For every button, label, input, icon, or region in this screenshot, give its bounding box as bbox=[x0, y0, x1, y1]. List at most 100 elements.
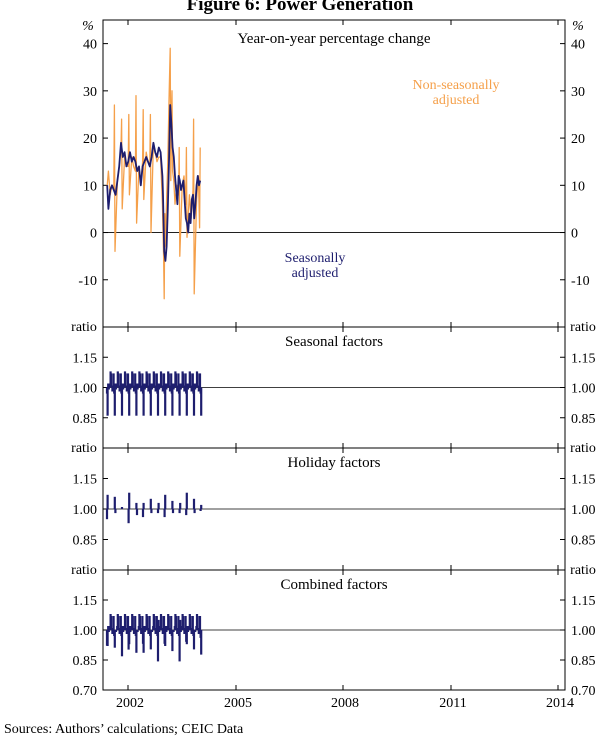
y-tick-label-left: 10 bbox=[83, 179, 97, 194]
y-tick-label-left: 1.00 bbox=[73, 624, 98, 639]
y-tick-label-right: -10 bbox=[571, 274, 590, 289]
factor-bar bbox=[128, 626, 131, 630]
factor-bar bbox=[189, 385, 193, 388]
factor-bar bbox=[121, 626, 124, 630]
factor-bar bbox=[142, 387, 145, 416]
panel-yoy-change: Year-on-year percentage change% % 40 40 30 30… bbox=[78, 19, 590, 300]
factor-bar bbox=[161, 385, 164, 388]
factor-bar bbox=[171, 630, 174, 652]
factor-bar bbox=[141, 509, 145, 518]
factor-bar bbox=[157, 383, 160, 388]
factor-bar bbox=[146, 616, 149, 630]
annotation-sa: adjusted bbox=[292, 266, 339, 281]
factor-bar bbox=[200, 504, 203, 509]
factor-bar bbox=[176, 630, 179, 634]
panel-title: Combined factors bbox=[280, 577, 387, 593]
factor-bar bbox=[178, 630, 181, 662]
factor-bar bbox=[111, 630, 114, 634]
factor-bar bbox=[141, 616, 144, 630]
factor-bar bbox=[107, 630, 110, 632]
y-tick-label-right: 1.00 bbox=[571, 503, 596, 518]
y-tick-label-left: -10 bbox=[78, 274, 97, 289]
factor-bar bbox=[117, 373, 120, 388]
factor-bar bbox=[185, 630, 188, 645]
factor-bar bbox=[110, 616, 113, 630]
annotation-nsa: Non-seasonally bbox=[412, 78, 499, 93]
factor-bar bbox=[125, 387, 128, 392]
y-tick-label-left: 1.15 bbox=[73, 351, 98, 366]
factor-bar bbox=[156, 509, 160, 514]
y-tick-label-left: 0 bbox=[90, 227, 97, 242]
factor-bar bbox=[135, 502, 138, 509]
factor-bar bbox=[160, 373, 163, 388]
factor-bar bbox=[186, 626, 189, 630]
factor-bar bbox=[120, 387, 124, 416]
factor-bar bbox=[110, 628, 113, 630]
factor-bar bbox=[185, 492, 188, 509]
factor-bar bbox=[170, 616, 173, 630]
factor-bar bbox=[113, 630, 116, 648]
factor-bar bbox=[149, 630, 152, 650]
factor-bar bbox=[117, 628, 121, 630]
factor-bar bbox=[174, 373, 178, 388]
factor-bar bbox=[196, 373, 199, 388]
factor-bar bbox=[129, 630, 132, 632]
factor-bar bbox=[198, 373, 202, 388]
factor-bar bbox=[189, 628, 193, 630]
factor-bar bbox=[119, 373, 122, 388]
factor-bar bbox=[193, 509, 196, 514]
factor-bar bbox=[135, 630, 138, 653]
factor-bar bbox=[193, 383, 196, 388]
factor-bar bbox=[131, 373, 134, 388]
factor-bar bbox=[197, 630, 200, 634]
factor-bar bbox=[136, 387, 139, 390]
factor-bar bbox=[153, 616, 156, 630]
x-tick-label: 2014 bbox=[546, 696, 574, 711]
factor-bar bbox=[110, 373, 113, 388]
factor-bar bbox=[148, 616, 151, 630]
y-tick-label-right: 1.15 bbox=[571, 351, 596, 366]
y-tick-label-right: 1.00 bbox=[571, 624, 596, 639]
factor-bar bbox=[147, 387, 150, 392]
factor-bar bbox=[186, 383, 189, 388]
factor-bar bbox=[134, 616, 137, 630]
y-tick-label-right: 1.15 bbox=[571, 594, 596, 609]
factor-bar bbox=[120, 630, 124, 657]
figure-svg: Year-on-year percentage change% % 40 40 30 30… bbox=[71, 19, 596, 711]
y-tick-label-left: 1.00 bbox=[73, 382, 98, 397]
factor-bar bbox=[182, 628, 185, 630]
x-tick-label: 2005 bbox=[224, 696, 252, 711]
factor-bar bbox=[194, 630, 197, 632]
factor-bar bbox=[156, 630, 160, 662]
factor-bar bbox=[107, 626, 110, 630]
factor-bar bbox=[167, 373, 170, 388]
factor-bar bbox=[140, 630, 143, 634]
factor-bar bbox=[114, 387, 118, 390]
factor-bar bbox=[106, 387, 109, 416]
y-tick-label-right: 30 bbox=[571, 85, 585, 100]
factor-bar bbox=[153, 628, 157, 630]
y-tick-label-right: 1.00 bbox=[571, 382, 596, 397]
factor-bar bbox=[146, 373, 149, 388]
factor-bar bbox=[168, 387, 172, 392]
y-tick-label-left: 0.70 bbox=[73, 684, 98, 699]
factor-bar bbox=[197, 387, 200, 392]
factor-bar bbox=[171, 500, 174, 509]
factor-bar bbox=[119, 616, 122, 630]
factor-bar bbox=[184, 373, 187, 388]
factor-bar bbox=[129, 387, 132, 390]
factor-bar bbox=[134, 373, 137, 388]
factor-bar bbox=[141, 373, 144, 388]
y-unit-label-left: ratio bbox=[71, 320, 97, 335]
panel-holiday-factors: Holiday factors ratio ratio 1.15 1.15 1.00 1.0… bbox=[71, 441, 596, 549]
factor-bar bbox=[125, 385, 128, 388]
y-tick-label-left: 0.85 bbox=[73, 412, 98, 427]
x-tick-label: 2011 bbox=[439, 696, 466, 711]
factor-bar bbox=[191, 373, 194, 388]
y-tick-label-right: 0.85 bbox=[571, 412, 596, 427]
factor-bar bbox=[178, 509, 181, 514]
factor-bar bbox=[143, 383, 146, 388]
plot-frame bbox=[102, 19, 566, 691]
y-tick-label-right: 20 bbox=[571, 132, 585, 147]
factor-bar bbox=[158, 387, 161, 390]
